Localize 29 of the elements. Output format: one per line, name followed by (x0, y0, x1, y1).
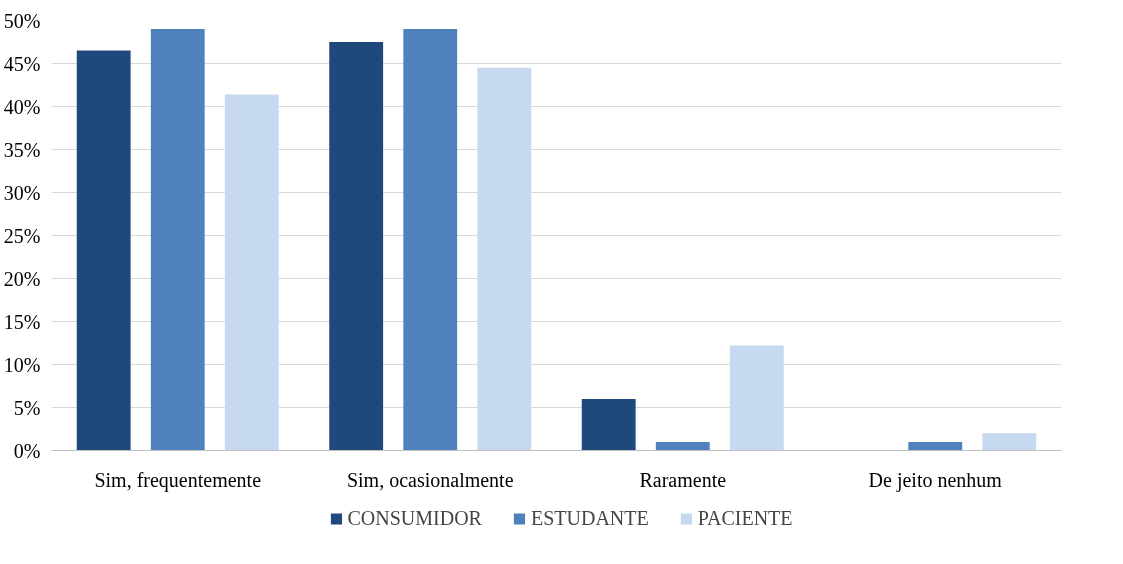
y-tick-label: 10% (3, 353, 41, 376)
bar (581, 398, 636, 451)
bar (403, 29, 458, 451)
x-tick-label: De jeito nenhum (868, 468, 1003, 492)
legend-label: PACIENTE (697, 506, 793, 530)
legend-label: CONSUMIDOR (347, 506, 482, 530)
y-tick-label: 25% (3, 224, 41, 247)
y-tick-label: 5% (13, 396, 41, 419)
y-tick-label: 45% (3, 52, 41, 75)
x-tick-label: Sim, ocasionalmente (346, 468, 514, 491)
x-tick-label: Raramente (639, 468, 727, 491)
bar (150, 29, 205, 451)
bar (477, 67, 532, 451)
bar (224, 94, 279, 451)
legend-label: ESTUDANTE (530, 506, 649, 530)
y-tick-label: 30% (3, 181, 41, 204)
y-tick-label: 15% (3, 310, 41, 333)
bar (908, 441, 963, 451)
bar (982, 433, 1037, 451)
y-tick-label: 20% (3, 267, 41, 290)
y-tick-label: 35% (3, 138, 41, 161)
y-tick-label: 40% (3, 95, 41, 118)
bar (655, 441, 710, 451)
y-tick-label: 50% (3, 9, 41, 32)
x-tick-label: Sim, frequentemente (94, 468, 262, 492)
bar (329, 42, 384, 451)
y-tick-label: 0% (13, 439, 41, 462)
bar (729, 345, 784, 451)
bar (76, 50, 131, 451)
